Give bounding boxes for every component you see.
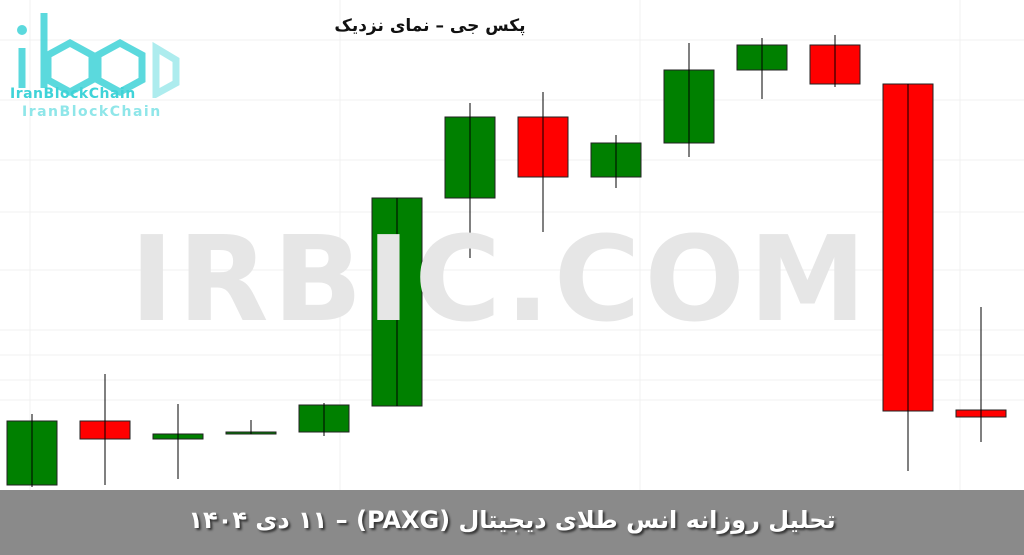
- logo-icon: [17, 13, 180, 100]
- footer-title: تحلیل روزانه انس طلای دیجیتال (PAXG) – ۱…: [188, 506, 836, 534]
- footer-banner: تحلیل روزانه انس طلای دیجیتال (PAXG) – ۱…: [0, 490, 1024, 555]
- logo: [8, 8, 183, 123]
- watermark: IRBIC.COM: [129, 210, 871, 348]
- candlestick-chart: [0, 0, 1024, 490]
- chart-title: پکس جی – نمای نزدیک: [334, 16, 526, 36]
- logo-text: IranBlockChain: [10, 86, 136, 102]
- logo-text-shadow: IranBlockChain: [22, 104, 162, 120]
